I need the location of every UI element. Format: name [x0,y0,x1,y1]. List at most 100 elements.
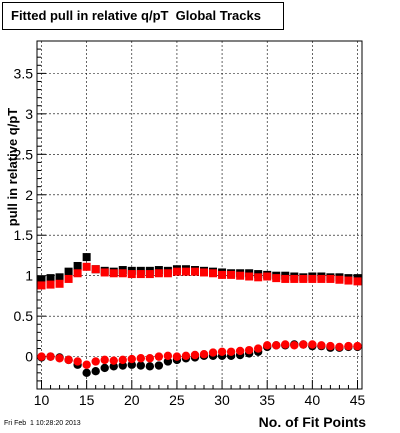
square-marker [218,270,227,279]
circle-marker [82,368,91,378]
circle-marker [244,345,254,355]
square-marker [82,262,91,271]
square-marker [181,267,190,276]
square-marker [100,268,109,277]
circle-marker [353,341,362,351]
circle-marker [91,366,100,376]
square-marker [55,279,64,288]
circle-marker [64,355,73,365]
data-markers [37,253,362,378]
axis-ticks: 10 15 20 25 30 35 40 45 0 0.5 1 1.5 2 2.5 3 3.5 [14,48,366,408]
circle-marker [127,354,136,364]
square-marker [37,281,46,290]
circle-marker [199,350,209,359]
circle-marker [226,347,236,356]
y-tick-label: 2.5 [14,146,34,162]
circle-marker [163,351,173,361]
y-axis-label: pull in relative q/pT [5,108,20,227]
y-tick-label: 1 [25,268,33,284]
square-marker [46,280,55,289]
square-marker [64,267,73,276]
square-marker [209,269,218,278]
square-marker [163,269,172,278]
grid [37,41,362,389]
circle-marker [118,355,127,365]
x-tick-label: 35 [259,392,275,408]
plot-frame [36,40,363,390]
circle-marker [335,342,344,352]
x-tick-label: 15 [79,392,95,408]
square-marker [263,272,272,281]
square-marker [236,271,245,280]
circle-marker [181,351,191,361]
square-marker [37,275,46,284]
circle-marker [281,340,290,349]
circle-marker [109,356,118,365]
square-marker [82,253,91,262]
y-tick-label: 1.5 [14,227,34,243]
square-marker [290,274,299,283]
square-marker [136,270,145,279]
square-marker [190,267,199,276]
x-tick-label: 25 [169,392,185,408]
x-tick-label: 20 [124,392,140,408]
circle-marker [136,361,146,370]
square-marker [200,268,209,277]
chart-title: Fitted pull in relative q/pT Global Trac… [11,8,261,23]
circle-marker [344,341,353,351]
square-marker [145,270,154,279]
circle-marker [208,348,218,357]
square-marker [73,269,82,278]
square-marker [127,270,136,279]
square-marker [299,274,308,283]
square-marker [281,274,290,283]
circle-marker [290,341,299,350]
circle-marker [299,340,308,349]
square-marker [326,274,335,283]
circle-marker [145,362,155,371]
y-tick-label: 0.5 [14,308,34,324]
square-marker [91,265,100,274]
square-marker [245,272,254,281]
circle-marker [136,354,146,363]
square-marker [46,274,55,283]
y-tick-label: 3 [25,106,33,122]
circle-marker [82,360,91,369]
x-tick-label: 45 [350,392,366,408]
circle-marker [73,357,82,366]
circle-marker [326,341,335,351]
square-marker [73,261,82,270]
square-marker [272,274,281,283]
circle-marker [253,344,263,353]
circle-marker [55,354,64,363]
square-marker [154,269,163,278]
circle-marker [172,352,182,361]
square-marker [353,277,362,286]
circle-marker [37,352,46,361]
square-marker [254,273,263,282]
circle-marker [91,357,100,366]
chart-title-box: Fitted pull in relative q/pT Global Trac… [2,2,284,30]
circle-marker [217,347,227,356]
square-marker [227,270,236,279]
square-marker [109,269,118,278]
circle-marker [145,354,155,363]
circle-marker [308,340,317,349]
square-marker [172,267,181,276]
square-marker [308,274,317,283]
y-tick-label: 2 [25,187,33,203]
timestamp-footer: Fri Feb 1 10:28:20 2013 [4,420,81,427]
circle-marker [100,355,109,365]
square-marker [335,275,344,284]
circle-marker [46,352,55,361]
x-tick-label: 40 [305,392,321,408]
circle-marker [317,341,326,350]
circle-marker [263,341,272,350]
x-axis-label: No. of Fit Points [259,414,367,430]
x-tick-label: 10 [34,392,50,408]
circle-marker [272,341,281,350]
square-marker [55,273,64,282]
circle-marker [154,361,164,370]
circle-marker [154,352,164,361]
